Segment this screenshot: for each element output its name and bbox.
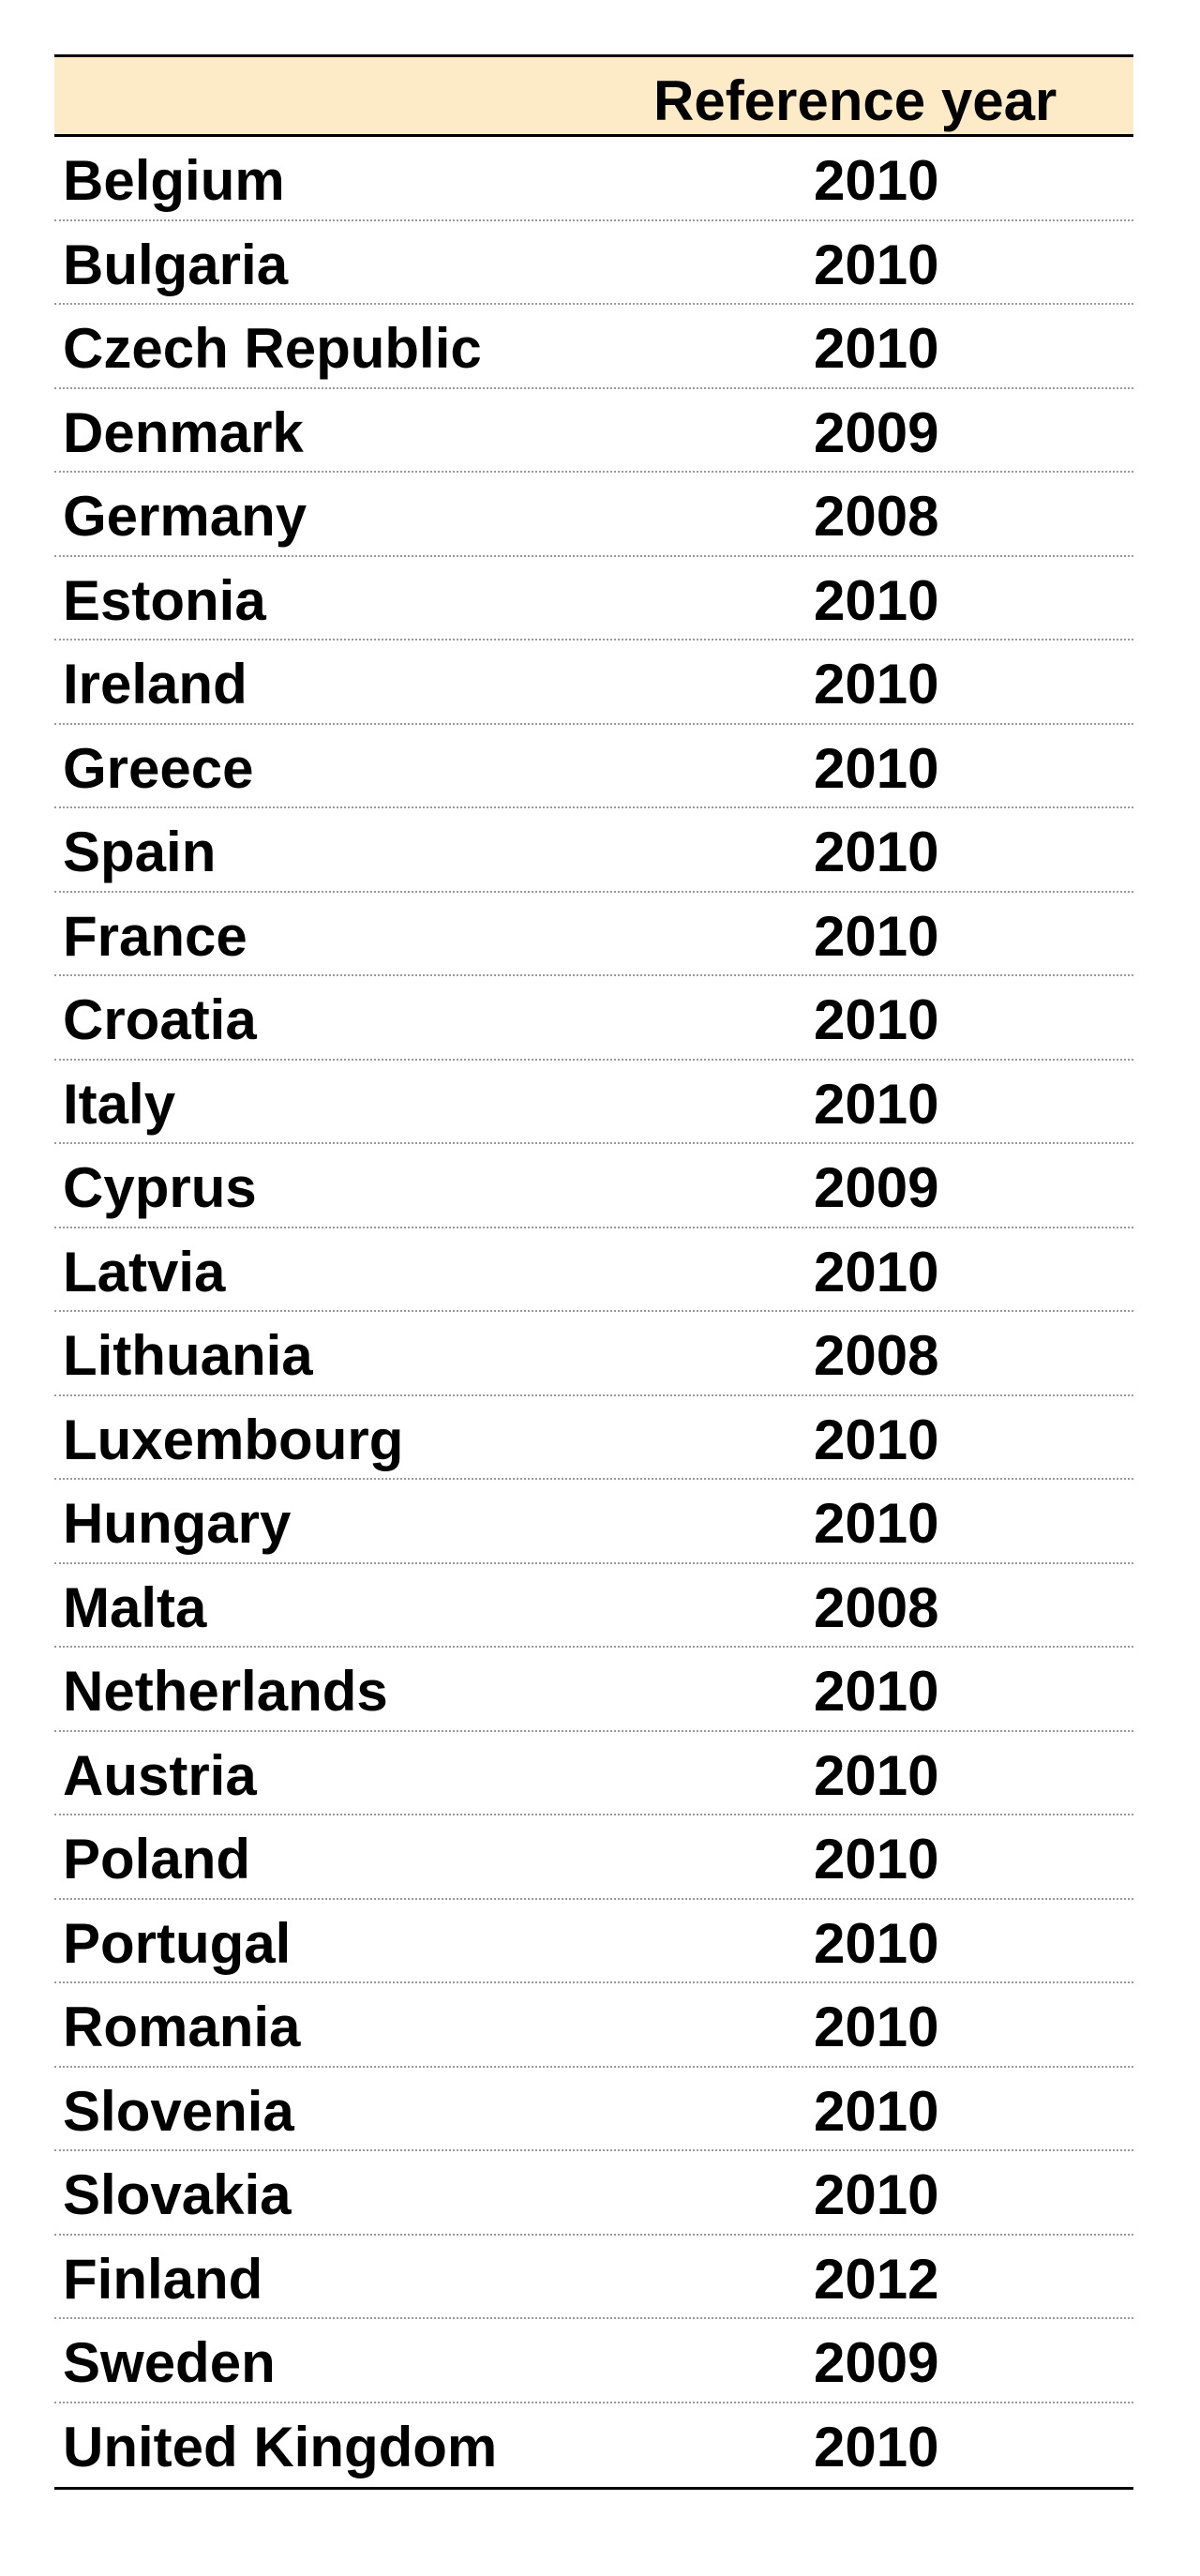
reference-year-cell: 2010 [814, 653, 939, 716]
table-row: Malta 2008 [54, 1564, 1133, 1648]
country-cell: Portugal [63, 1911, 292, 1975]
table-body: Belgium 2010 Bulgaria 2010 Czech Republic 201… [54, 137, 1133, 2490]
reference-year-cell: 2010 [814, 988, 939, 1051]
table-row: Belgium 2010 [54, 137, 1133, 221]
reference-year-cell: 2010 [814, 904, 939, 968]
country-cell: Hungary [63, 1492, 292, 1555]
table-row: Estonia 2010 [54, 557, 1133, 640]
reference-year-cell: 2012 [814, 2247, 939, 2311]
reference-year-cell: 2010 [814, 1911, 939, 1975]
table-row: Poland 2010 [54, 1815, 1133, 1900]
table-row: Greece 2010 [54, 725, 1133, 808]
table-row: Finland 2012 [54, 2236, 1133, 2319]
country-cell: Italy [63, 1072, 176, 1136]
table-row: Lithuania 2008 [54, 1312, 1133, 1396]
table-row: Slovakia 2010 [54, 2151, 1133, 2236]
reference-year-cell: 2008 [814, 1575, 939, 1639]
reference-year-cell: 2010 [814, 736, 939, 800]
table-row: Croatia 2010 [54, 976, 1133, 1061]
table-row: Ireland 2010 [54, 640, 1133, 725]
reference-year-table: Reference year Belgium 2010 Bulgaria 2010 Cz… [54, 54, 1133, 2490]
country-cell: Ireland [63, 653, 248, 716]
reference-year-cell: 2010 [814, 1072, 939, 1136]
country-cell: Finland [63, 2247, 263, 2311]
table-row: Luxembourg 2010 [54, 1396, 1133, 1480]
reference-year-cell: 2009 [814, 2331, 939, 2394]
reference-year-cell: 2010 [814, 821, 939, 883]
country-cell: Denmark [63, 400, 304, 464]
reference-year-cell: 2010 [814, 2415, 939, 2478]
reference-year-column-header: Reference year [653, 69, 1058, 132]
reference-year-cell: 2010 [814, 1492, 939, 1555]
country-cell: Estonia [63, 568, 266, 632]
country-cell: Greece [63, 736, 254, 800]
country-cell: Latvia [63, 1240, 226, 1303]
table-row: Bulgaria 2010 [54, 221, 1133, 305]
table-row: Italy 2010 [54, 1061, 1133, 1144]
country-cell: United Kingdom [63, 2415, 498, 2478]
table-row: Romania 2010 [54, 1983, 1133, 2068]
table-row: Latvia 2010 [54, 1228, 1133, 1312]
table-row: Spain 2010 [54, 808, 1133, 893]
reference-year-cell: 2010 [814, 2163, 939, 2226]
table-row: Czech Republic 2010 [54, 305, 1133, 389]
country-cell: Lithuania [63, 1324, 313, 1387]
table-row: Austria 2010 [54, 1732, 1133, 1815]
country-cell: Spain [63, 821, 217, 883]
country-cell: Czech Republic [63, 317, 482, 380]
reference-year-cell: 2010 [814, 317, 939, 380]
country-cell: Bulgaria [63, 233, 289, 296]
reference-year-cell: 2010 [814, 1408, 939, 1471]
country-cell: Netherlands [63, 1660, 388, 1723]
table-row: Germany 2008 [54, 473, 1133, 557]
reference-year-cell: 2010 [814, 1743, 939, 1807]
country-cell: Malta [63, 1575, 207, 1639]
table-row: Hungary 2010 [54, 1480, 1133, 1564]
reference-year-cell: 2010 [814, 1996, 939, 2058]
reference-year-cell: 2010 [814, 568, 939, 632]
reference-year-cell: 2010 [814, 1660, 939, 1723]
reference-year-cell: 2008 [814, 485, 939, 548]
country-cell: France [63, 904, 248, 968]
country-cell: Slovakia [63, 2163, 292, 2226]
table-row: United Kingdom 2010 [54, 2403, 1133, 2488]
country-cell: Poland [63, 1828, 251, 1891]
table-row: Slovenia 2010 [54, 2068, 1133, 2151]
reference-year-cell: 2010 [814, 1828, 939, 1891]
reference-year-cell: 2010 [814, 2079, 939, 2143]
reference-year-cell: 2010 [814, 233, 939, 296]
country-cell: Slovenia [63, 2079, 294, 2143]
table-row: Denmark 2009 [54, 389, 1133, 473]
reference-year-cell: 2009 [814, 1156, 939, 1219]
reference-year-cell: 2008 [814, 1324, 939, 1387]
country-cell: Romania [63, 1996, 301, 2058]
country-cell: Sweden [63, 2331, 276, 2394]
reference-year-cell: 2010 [814, 1240, 939, 1303]
reference-year-cell: 2009 [814, 400, 939, 464]
table-row: Sweden 2009 [54, 2319, 1133, 2403]
table-row: Cyprus 2009 [54, 1144, 1133, 1228]
table-row: France 2010 [54, 893, 1133, 976]
country-cell: Luxembourg [63, 1408, 404, 1471]
country-cell: Belgium [63, 149, 285, 212]
table-row: Netherlands 2010 [54, 1648, 1133, 1732]
country-cell: Croatia [63, 988, 257, 1051]
reference-year-cell: 2010 [814, 149, 939, 212]
country-cell: Germany [63, 485, 308, 548]
table-row: Portugal 2010 [54, 1900, 1133, 1983]
country-cell: Austria [63, 1743, 257, 1807]
country-cell: Cyprus [63, 1156, 257, 1219]
table-header: Reference year [54, 54, 1133, 137]
